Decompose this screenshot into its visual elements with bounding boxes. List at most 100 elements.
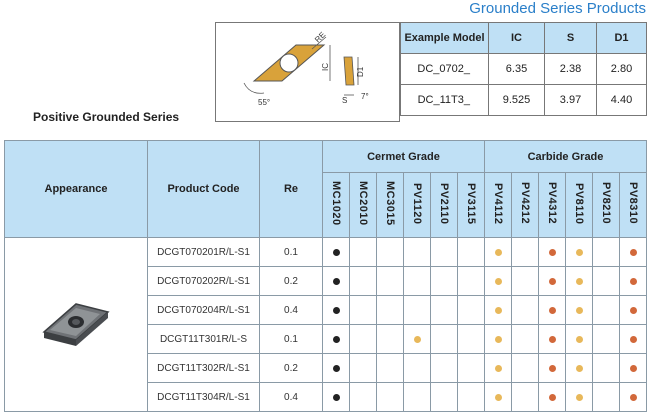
availability-dot [548, 394, 556, 401]
grade-header: PV4112 [484, 172, 512, 238]
spec-ic: 6.35 [488, 53, 545, 85]
availability-dot [413, 336, 421, 343]
header-appearance: Appearance [4, 140, 148, 238]
availability-dot [629, 249, 637, 256]
availability-dot [494, 365, 502, 372]
product-code: DCGT070202R/L-S1 [147, 266, 260, 296]
grade-cell [511, 237, 539, 267]
grade-cell [349, 237, 377, 267]
availability-dot [575, 249, 583, 256]
grade-cell [457, 266, 485, 296]
re-value: 0.1 [259, 237, 323, 267]
grade-cell [322, 295, 350, 325]
grade-cell [511, 382, 539, 412]
availability-dot [629, 278, 637, 285]
grade-name: PV8210 [600, 182, 612, 225]
availability-dot [629, 365, 637, 372]
grade-cell [457, 237, 485, 267]
grade-cell [619, 266, 647, 296]
grade-cell [484, 295, 512, 325]
grade-cell [592, 324, 620, 354]
re-value: 0.1 [259, 324, 323, 354]
grade-name: PV1120 [411, 182, 423, 225]
page-title: Grounded Series Products [469, 0, 646, 17]
spec-table: Example Model IC S D1 DC_0702_ 6.35 2.38… [400, 22, 647, 116]
ic-label: IC [321, 63, 330, 71]
grade-header: MC3015 [376, 172, 404, 238]
grade-cell [592, 237, 620, 267]
spec-row: DC_0702_ 6.35 2.38 2.80 [400, 53, 647, 85]
grade-cell [403, 324, 431, 354]
grade-cell [619, 295, 647, 325]
grade-cell [322, 237, 350, 267]
grade-cell [430, 266, 458, 296]
grade-name: PV3115 [465, 182, 477, 225]
grade-cell [484, 266, 512, 296]
grade-cell [430, 237, 458, 267]
re-label: RE [313, 30, 327, 44]
grade-cell [322, 353, 350, 383]
grade-cell [457, 295, 485, 325]
grade-cell [484, 237, 512, 267]
grade-header: PV4312 [538, 172, 566, 238]
grade-name: PV4212 [519, 182, 531, 225]
availability-dot [629, 336, 637, 343]
grade-cell [322, 382, 350, 412]
appearance-cell [4, 237, 148, 412]
availability-dot [332, 249, 340, 256]
spec-d1: 4.40 [596, 84, 647, 116]
spec-header-ic: IC [488, 22, 545, 54]
grade-table: Appearance Product Code Re Cermet Grade … [4, 140, 647, 412]
grade-cell [538, 295, 566, 325]
spec-header-model: Example Model [400, 22, 489, 54]
spec-ic: 9.525 [488, 84, 545, 116]
grade-cell [349, 353, 377, 383]
spec-model: DC_0702_ [400, 53, 489, 85]
re-value: 0.2 [259, 266, 323, 296]
grade-header: PV4212 [511, 172, 539, 238]
grade-cell [376, 382, 404, 412]
grade-cell [592, 382, 620, 412]
grade-cell [619, 237, 647, 267]
spec-row: DC_11T3_ 9.525 3.97 4.40 [400, 84, 647, 116]
re-value: 0.4 [259, 295, 323, 325]
insert-side-view [343, 56, 355, 86]
grade-cell [538, 353, 566, 383]
grade-cell [511, 266, 539, 296]
grade-cell [511, 353, 539, 383]
header-cermet-grade: Cermet Grade [322, 140, 485, 173]
grade-name: PV4112 [492, 182, 504, 225]
spec-model: DC_11T3_ [400, 84, 489, 116]
grade-cell [376, 237, 404, 267]
availability-dot [629, 307, 637, 314]
grade-cell [565, 353, 593, 383]
grade-cell [457, 324, 485, 354]
grade-cell [484, 353, 512, 383]
grade-cell [403, 382, 431, 412]
grade-name: MC2010 [357, 181, 369, 226]
grade-cell [349, 324, 377, 354]
header-carbide-grade: Carbide Grade [484, 140, 647, 173]
grade-cell [511, 295, 539, 325]
angle-55-label: 55° [258, 98, 270, 107]
series-label: Positive Grounded Series [33, 110, 180, 124]
grade-cell [430, 324, 458, 354]
grade-cell [484, 382, 512, 412]
grade-cell [619, 324, 647, 354]
availability-dot [575, 394, 583, 401]
availability-dot [548, 249, 556, 256]
grade-name: PV8310 [627, 182, 639, 225]
grade-cell [349, 266, 377, 296]
grade-cell [565, 324, 593, 354]
grade-cell [376, 353, 404, 383]
grade-cell [538, 237, 566, 267]
angle-7-label: 7° [361, 92, 369, 101]
grade-cell [619, 382, 647, 412]
availability-dot [629, 394, 637, 401]
grade-cell [592, 295, 620, 325]
grade-header: PV2110 [430, 172, 458, 238]
grade-name: PV8110 [573, 182, 585, 225]
grade-cell [349, 382, 377, 412]
grade-cell [592, 266, 620, 296]
grade-cell [430, 382, 458, 412]
